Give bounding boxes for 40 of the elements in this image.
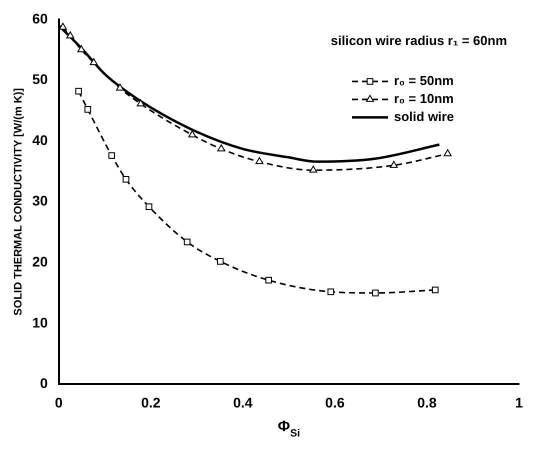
- x-tick-label: 0: [54, 394, 63, 410]
- x-tick-label: 1: [515, 394, 524, 410]
- point: [136, 99, 145, 106]
- point: [372, 290, 379, 296]
- y-tick-label: 20: [32, 253, 48, 270]
- annotation: silicon wire radius r₁ = 60nm: [330, 32, 507, 48]
- y-tick-label: 0: [40, 375, 48, 392]
- x-tick-label: 0.4: [233, 394, 253, 410]
- point: [116, 84, 124, 91]
- point: [146, 203, 152, 210]
- point: [66, 31, 74, 38]
- point: [327, 288, 334, 296]
- point: [216, 258, 224, 265]
- point: [309, 166, 318, 173]
- y-axis-title: SOLID THERMAL CONDUCTIVITY [W/(m K)]: [12, 88, 25, 316]
- y-tick-label: 40: [32, 132, 48, 148]
- point: [255, 157, 264, 164]
- point: [390, 160, 398, 168]
- point: [77, 45, 86, 52]
- y-tick-label: 10: [32, 314, 48, 330]
- legend-label: solid wire: [394, 108, 454, 124]
- legend-label: r₀ = 50nm: [394, 72, 454, 88]
- legend-label: r₀ = 10nm: [394, 90, 454, 106]
- y-tick-label: 50: [32, 71, 48, 88]
- x-tick-label: 0.8: [417, 394, 437, 410]
- point: [90, 58, 98, 66]
- point: [84, 106, 92, 113]
- point: [122, 176, 130, 183]
- point: [444, 149, 452, 156]
- point: [75, 88, 82, 94]
- point: [184, 238, 191, 246]
- point: [432, 286, 439, 294]
- point: [217, 144, 226, 152]
- y-tick-label: 30: [32, 192, 48, 209]
- point: [188, 130, 196, 138]
- y-tick-label: 60: [32, 10, 48, 26]
- point: [108, 152, 116, 159]
- x-tick-label: 0.6: [325, 394, 345, 410]
- point: [265, 276, 272, 284]
- x-tick-label: 0.2: [141, 394, 161, 410]
